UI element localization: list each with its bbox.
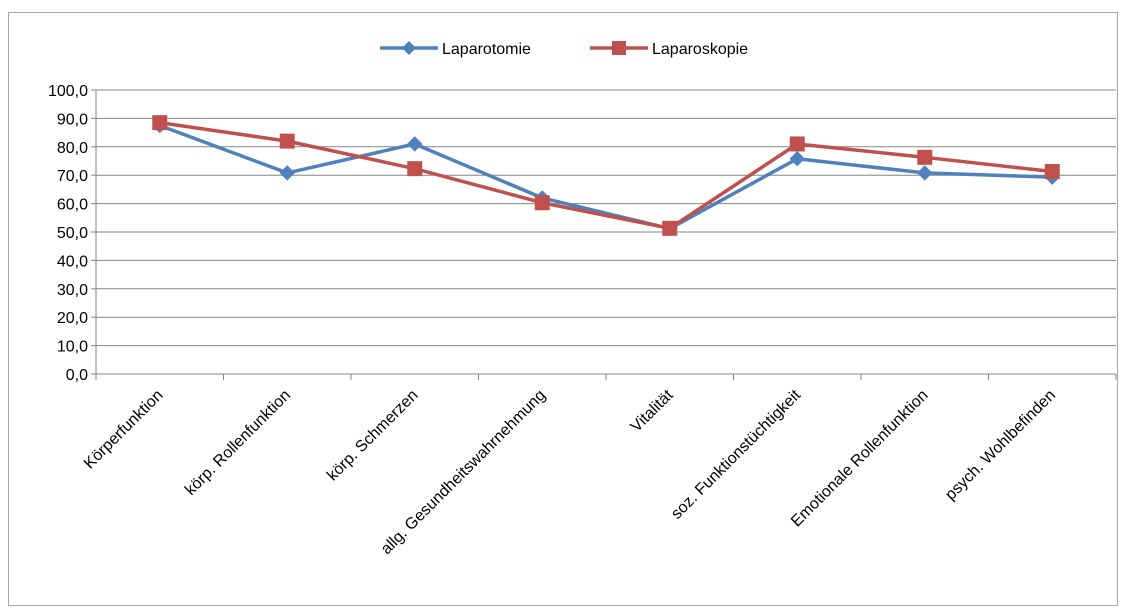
- data-point: [662, 220, 678, 236]
- x-axis-ticks: Körperfunktion körp. Rollenfunktion körp. …: [81, 374, 1117, 558]
- data-point: [279, 165, 295, 181]
- data-point: [789, 136, 805, 152]
- y-tick-label: 90,0: [57, 111, 88, 128]
- gridlines: [96, 89, 1116, 347]
- legend-marker: [612, 41, 626, 55]
- chart-frame: [8, 12, 1118, 606]
- legend: Laparotomie Laparoskopie: [380, 41, 748, 58]
- y-tick-label: 80,0: [57, 140, 88, 157]
- y-tick-label: 20,0: [57, 310, 88, 327]
- x-tick-label: Vitalität: [628, 386, 677, 435]
- data-point: [407, 161, 423, 177]
- y-tick-label: 50,0: [57, 225, 88, 242]
- y-tick-label: 70,0: [57, 168, 88, 185]
- data-point: [152, 115, 168, 131]
- legend-label: Laparotomie: [442, 41, 531, 58]
- legend-marker: [402, 41, 416, 55]
- y-tick-label: 10,0: [57, 339, 88, 356]
- series-line-laparoskopie: [159, 120, 1053, 231]
- y-tick-label: 0,0: [66, 367, 88, 384]
- x-tick-label: körp. Rollenfunktion: [182, 387, 294, 499]
- x-tick-label: psych. Wohlbefinden: [942, 387, 1059, 504]
- data-point: [789, 151, 805, 167]
- data-point: [279, 133, 295, 149]
- data-point: [407, 136, 423, 152]
- y-tick-label: 100,0: [48, 83, 88, 100]
- y-tick-label: 40,0: [57, 253, 88, 270]
- data-point: [1044, 164, 1060, 180]
- legend-label: Laparoskopie: [652, 41, 748, 58]
- y-axis-ticks: 0,0 10,0 20,0 30,0 40,0 50,0 60,0 70,0 80,0 90,0 1…: [48, 83, 96, 384]
- data-point: [917, 149, 933, 165]
- x-tick-label: Emotionale Rollenfunktion: [788, 387, 931, 530]
- data-point: [534, 195, 550, 211]
- y-tick-label: 60,0: [57, 197, 88, 214]
- series-line-laparotomie: [159, 123, 1053, 231]
- data-point: [917, 165, 933, 181]
- x-tick-label: soz. Funktionstüchtigkeit: [668, 386, 804, 522]
- x-tick-label: körp. Schmerzen: [324, 387, 422, 485]
- y-tick-label: 30,0: [57, 282, 88, 299]
- x-tick-label: Körperfunktion: [81, 387, 167, 473]
- series-group: [152, 115, 1060, 237]
